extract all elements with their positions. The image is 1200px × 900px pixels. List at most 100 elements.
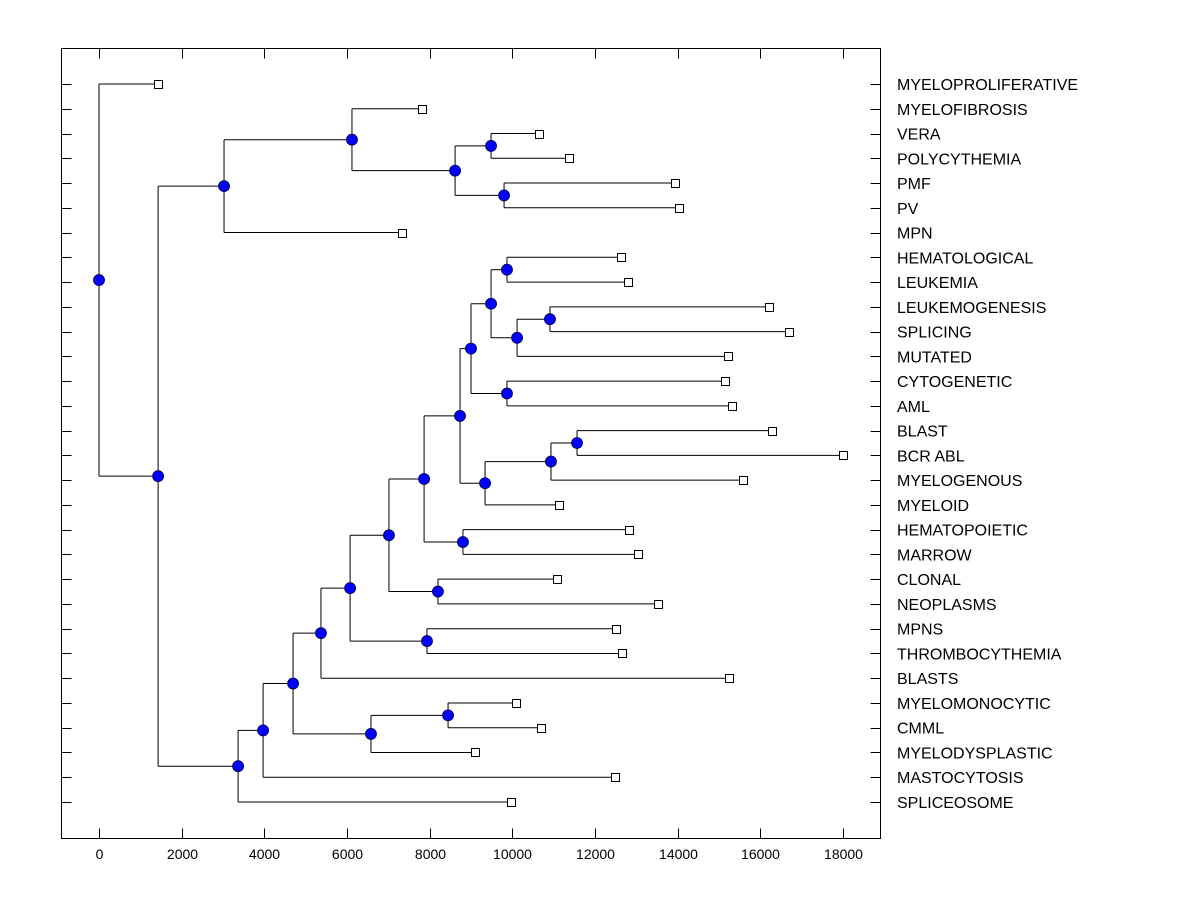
x-tick-label: 4000 bbox=[249, 846, 280, 862]
internal-node-marker bbox=[315, 627, 327, 640]
x-tick-label: 14000 bbox=[659, 846, 698, 862]
internal-node-marker bbox=[218, 180, 230, 193]
markers bbox=[93, 80, 848, 807]
leaf-marker bbox=[507, 798, 516, 807]
leaf-label: SPLICEOSOME bbox=[897, 795, 1013, 812]
internal-node-marker bbox=[93, 274, 105, 286]
y-ticks bbox=[61, 84, 881, 803]
x-tick-label: 12000 bbox=[576, 846, 615, 862]
leaf-marker bbox=[765, 303, 774, 312]
leaf-label: CYTOGENETIC bbox=[897, 374, 1012, 391]
x-tick-label: 8000 bbox=[415, 846, 446, 862]
leaf-label: MYELOID bbox=[897, 498, 969, 515]
internal-node-marker bbox=[383, 529, 395, 542]
leaf-labels: MYELOPROLIFERATIVE MYELOFIBROSIS VERA POLYC… bbox=[897, 77, 1078, 812]
internal-node-marker bbox=[418, 473, 430, 485]
leaf-label: BCR ABL bbox=[897, 448, 965, 465]
x-tick-label: 0 bbox=[96, 846, 104, 862]
leaf-marker bbox=[565, 154, 574, 163]
internal-node-marker bbox=[449, 164, 461, 177]
internal-node-marker bbox=[479, 477, 491, 490]
plot-frame bbox=[61, 48, 881, 839]
leaf-label: PV bbox=[897, 201, 919, 218]
leaf-marker bbox=[398, 229, 407, 238]
leaf-label: MPN bbox=[897, 226, 933, 243]
internal-node-marker bbox=[432, 585, 444, 598]
internal-node-marker bbox=[511, 331, 523, 344]
leaf-label: THROMBOCYTHEMIA bbox=[897, 646, 1062, 663]
leaf-marker bbox=[725, 674, 734, 683]
x-tick-label: 18000 bbox=[824, 846, 863, 862]
internal-node-marker bbox=[454, 410, 466, 422]
leaf-label: CMML bbox=[897, 721, 944, 738]
leaf-marker bbox=[154, 80, 163, 89]
leaf-label: VERA bbox=[897, 127, 941, 144]
leaf-marker bbox=[728, 402, 737, 411]
leaf-marker bbox=[611, 773, 620, 782]
leaf-label: BLAST bbox=[897, 424, 948, 441]
internal-node-marker bbox=[498, 189, 510, 202]
leaf-marker bbox=[724, 352, 733, 361]
leaf-label: CLONAL bbox=[897, 572, 961, 589]
leaf-label: MARROW bbox=[897, 547, 973, 564]
leaf-marker bbox=[721, 377, 730, 386]
internal-node-marker bbox=[501, 263, 513, 276]
internal-node-marker bbox=[365, 728, 377, 740]
leaf-marker bbox=[654, 600, 663, 609]
internal-node-marker bbox=[346, 133, 358, 146]
leaf-label: HEMATOLOGICAL bbox=[897, 250, 1033, 267]
internal-node-marker bbox=[152, 470, 165, 483]
leaf-label: MYELOPROLIFERATIVE bbox=[897, 77, 1078, 94]
x-tick-label: 6000 bbox=[332, 846, 363, 862]
leaf-marker bbox=[624, 278, 633, 287]
internal-node-marker bbox=[485, 297, 497, 310]
leaf-marker bbox=[625, 526, 634, 535]
leaf-marker bbox=[768, 427, 777, 436]
leaf-marker bbox=[553, 575, 562, 584]
branches bbox=[98, 83, 843, 803]
internal-node-marker bbox=[457, 536, 469, 548]
leaf-marker bbox=[739, 476, 748, 485]
leaf-marker bbox=[618, 649, 627, 658]
leaf-label: SPLICING bbox=[897, 325, 972, 342]
x-axis: 0 2000 4000 6000 8000 10000 12000 14000 16000 180… bbox=[96, 48, 863, 862]
internal-node-marker bbox=[501, 387, 513, 400]
internal-node-marker bbox=[485, 139, 497, 152]
leaf-marker bbox=[555, 501, 564, 510]
internal-node-marker bbox=[257, 724, 269, 737]
internal-node-marker bbox=[571, 437, 583, 449]
internal-node-marker bbox=[421, 635, 433, 647]
leaf-marker bbox=[612, 625, 621, 634]
leaf-marker bbox=[671, 179, 680, 188]
internal-node-marker bbox=[287, 677, 299, 690]
internal-node-marker bbox=[232, 760, 244, 773]
internal-node-marker bbox=[545, 455, 557, 468]
leaf-marker bbox=[617, 253, 626, 262]
internal-node-marker bbox=[442, 709, 454, 722]
leaf-marker bbox=[634, 550, 643, 559]
leaf-marker bbox=[785, 328, 794, 337]
leaf-marker bbox=[839, 451, 848, 460]
leaf-label: PMF bbox=[897, 176, 931, 193]
leaf-label: POLYCYTHEMIA bbox=[897, 151, 1022, 168]
leaf-label: MYELOGENOUS bbox=[897, 473, 1022, 490]
leaf-marker bbox=[418, 105, 427, 114]
leaf-marker bbox=[512, 699, 521, 708]
leaf-label: HEMATOPOIETIC bbox=[897, 523, 1028, 540]
leaf-marker bbox=[535, 130, 544, 139]
leaf-marker bbox=[537, 724, 546, 733]
leaf-label: MYELODYSPLASTIC bbox=[897, 745, 1053, 762]
x-tick-label: 16000 bbox=[741, 846, 780, 862]
internal-node-marker bbox=[465, 342, 477, 355]
leaf-label: LEUKEMIA bbox=[897, 275, 978, 292]
leaf-label: NEOPLASMS bbox=[897, 597, 997, 614]
leaf-label: MYELOMONOCYTIC bbox=[897, 696, 1051, 713]
leaf-label: BLASTS bbox=[897, 671, 958, 688]
leaf-label: AML bbox=[897, 399, 930, 416]
leaf-label: MUTATED bbox=[897, 349, 972, 366]
leaf-label: LEUKEMOGENESIS bbox=[897, 300, 1046, 317]
leaf-label: MYELOFIBROSIS bbox=[897, 102, 1028, 119]
leaf-marker bbox=[471, 748, 480, 757]
x-tick-label: 10000 bbox=[493, 846, 532, 862]
